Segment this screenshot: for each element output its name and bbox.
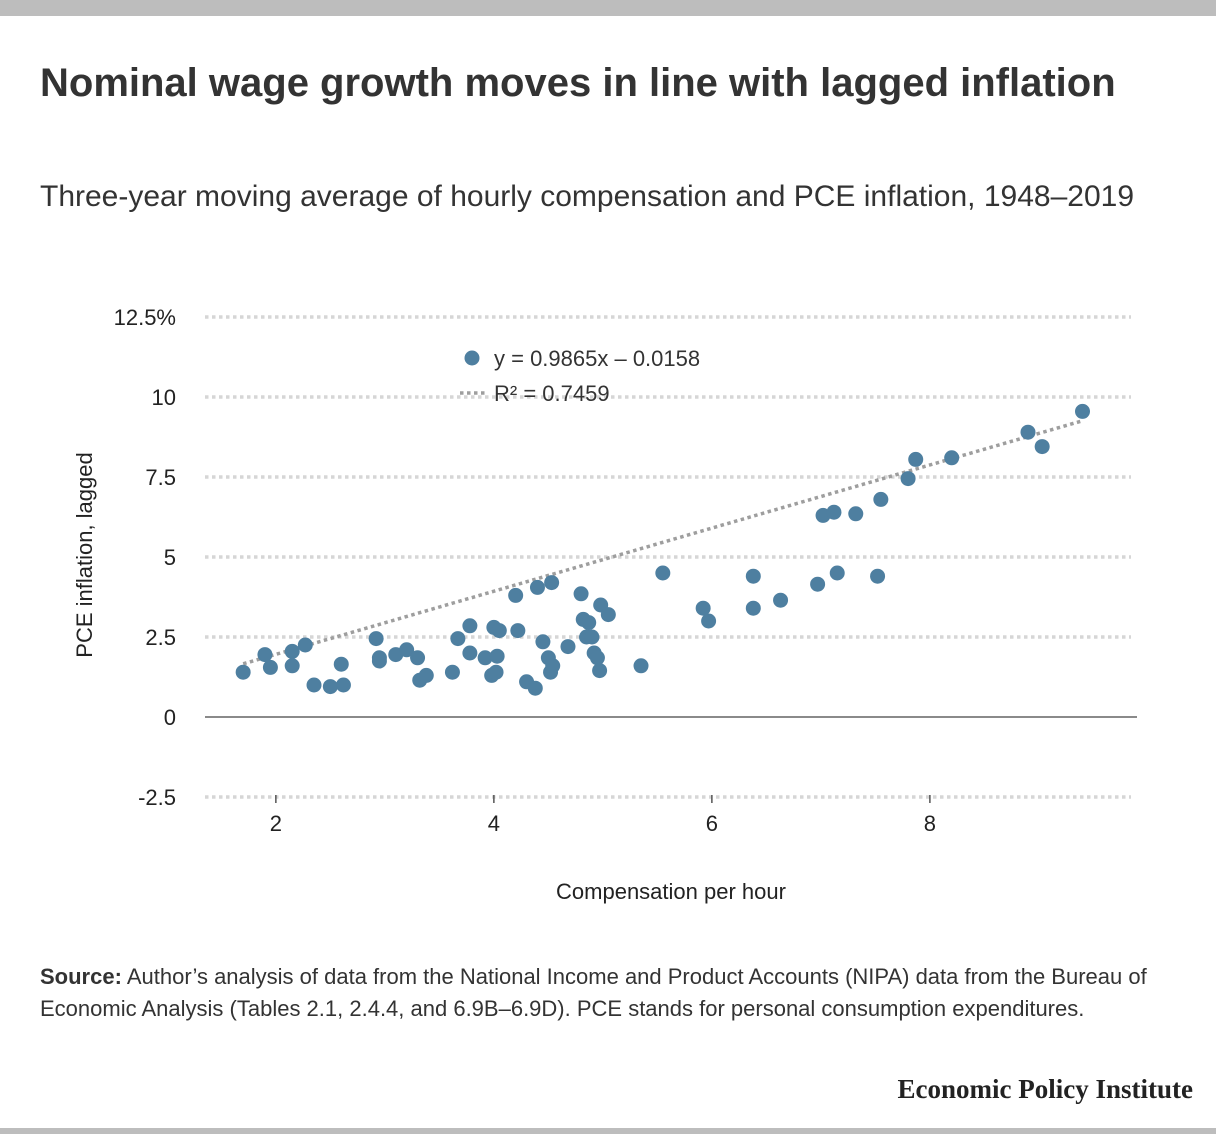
data-point xyxy=(545,658,561,674)
brand-logo-text: Economic Policy Institute xyxy=(897,1074,1193,1104)
y-tick-label: 7.5 xyxy=(145,465,176,490)
data-point xyxy=(410,650,426,666)
data-point xyxy=(508,587,524,603)
y-axis-tick-labels: -2.5 0 2.5 5 7.5 10 12.5% xyxy=(114,305,176,810)
data-point xyxy=(297,637,313,653)
x-axis-tick-labels: 2 4 6 8 xyxy=(270,795,936,836)
data-point xyxy=(450,631,466,647)
y-tick-label: 12.5% xyxy=(114,305,176,330)
data-point xyxy=(235,664,251,680)
data-point xyxy=(306,677,322,693)
data-point xyxy=(335,677,351,693)
data-point xyxy=(900,471,916,487)
data-point xyxy=(1034,439,1050,455)
data-point xyxy=(262,659,278,675)
data-point xyxy=(573,586,589,602)
data-point xyxy=(1074,403,1090,419)
gridlines xyxy=(205,315,1131,799)
x-tick-label: 2 xyxy=(270,811,282,836)
source-label: Source: xyxy=(40,964,122,989)
data-point xyxy=(829,565,845,581)
y-tick-label: 0 xyxy=(164,705,176,730)
y-tick-label: 10 xyxy=(152,385,176,410)
trendline-layer xyxy=(242,419,1083,666)
data-point xyxy=(544,575,560,591)
data-point xyxy=(529,579,545,595)
x-axis-label: Compensation per hour xyxy=(556,879,786,904)
data-point xyxy=(873,491,889,507)
data-point xyxy=(462,645,478,661)
data-point xyxy=(745,600,761,616)
data-point xyxy=(462,618,478,634)
data-point xyxy=(444,664,460,680)
x-tick-label: 8 xyxy=(924,811,936,836)
data-point xyxy=(284,643,300,659)
data-point xyxy=(600,607,616,623)
data-point xyxy=(701,613,717,629)
data-point xyxy=(257,647,273,663)
bottom-border-bar xyxy=(0,1128,1216,1134)
data-point xyxy=(592,663,608,679)
data-point xyxy=(655,565,671,581)
data-point xyxy=(368,631,384,647)
data-point xyxy=(535,634,551,650)
y-tick-label: -2.5 xyxy=(138,785,176,810)
trendline xyxy=(242,419,1083,666)
data-point xyxy=(477,650,493,666)
data-point xyxy=(510,623,526,639)
y-tick-label: 2.5 xyxy=(145,625,176,650)
chart-title: Nominal wage growth moves in line with l… xyxy=(40,61,1116,105)
legend-point-marker xyxy=(464,350,480,366)
data-point xyxy=(371,653,387,669)
data-point xyxy=(1020,424,1036,440)
legend-trend-label: R² = 0.7459 xyxy=(494,381,610,406)
data-point xyxy=(322,679,338,695)
data-point xyxy=(773,592,789,608)
data-point xyxy=(848,506,864,522)
data-point xyxy=(560,639,576,655)
data-point xyxy=(527,680,543,696)
data-point xyxy=(333,656,349,672)
x-tick-label: 6 xyxy=(706,811,718,836)
source-text: Author’s analysis of data from the Natio… xyxy=(40,964,1147,1021)
data-point xyxy=(810,576,826,592)
legend-points-label: y = 0.9865x – 0.0158 xyxy=(494,346,700,371)
data-point xyxy=(584,629,600,645)
data-point xyxy=(944,450,960,466)
chart-subtitle: Three-year moving average of hourly comp… xyxy=(40,180,1135,213)
data-point xyxy=(589,650,605,666)
data-points xyxy=(235,403,1090,696)
data-point xyxy=(284,658,300,674)
data-point xyxy=(908,451,924,467)
y-axis-label: PCE inflation, lagged xyxy=(72,452,97,657)
data-point xyxy=(488,664,504,680)
source-note: Source: Author’s analysis of data from t… xyxy=(40,961,1170,1025)
data-point xyxy=(418,667,434,683)
y-tick-label: 5 xyxy=(164,545,176,570)
data-point xyxy=(489,648,505,664)
data-point xyxy=(745,568,761,584)
data-point xyxy=(491,623,507,639)
data-point xyxy=(695,600,711,616)
scatter-chart: -2.5 0 2.5 5 7.5 10 12.5% 2 4 6 8 y = 0.9865x – 0… xyxy=(72,305,1137,904)
top-border-bar xyxy=(0,0,1216,16)
data-point xyxy=(633,658,649,674)
data-point xyxy=(826,504,842,520)
data-point xyxy=(581,615,597,631)
x-tick-label: 4 xyxy=(488,811,500,836)
data-point xyxy=(399,642,415,658)
legend: y = 0.9865x – 0.0158 R² = 0.7459 xyxy=(460,346,700,406)
data-point xyxy=(870,568,886,584)
